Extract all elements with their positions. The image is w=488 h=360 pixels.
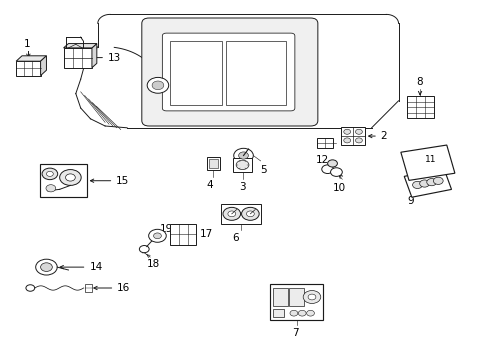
FancyBboxPatch shape (142, 18, 317, 126)
Circle shape (41, 263, 52, 271)
Text: 18: 18 (146, 259, 160, 269)
Circle shape (426, 179, 436, 186)
Text: 9: 9 (407, 196, 413, 206)
Text: 12: 12 (315, 155, 329, 165)
Circle shape (236, 160, 248, 170)
Circle shape (139, 246, 149, 253)
Circle shape (65, 174, 75, 181)
Text: 17: 17 (199, 229, 212, 239)
Circle shape (152, 81, 163, 90)
Bar (406, 96, 433, 118)
Polygon shape (41, 56, 46, 76)
Circle shape (246, 211, 254, 217)
Bar (63, 48, 92, 68)
Circle shape (343, 129, 350, 134)
Circle shape (327, 160, 337, 167)
Circle shape (42, 168, 58, 180)
Polygon shape (92, 44, 97, 68)
Polygon shape (16, 56, 46, 61)
Circle shape (303, 291, 320, 303)
Text: 4: 4 (206, 180, 213, 190)
Circle shape (46, 171, 53, 176)
Circle shape (355, 129, 362, 134)
Text: 16: 16 (117, 283, 130, 293)
Bar (85, 284, 92, 292)
Circle shape (343, 138, 350, 143)
Text: 1: 1 (23, 39, 30, 49)
Bar (270, 284, 323, 320)
Circle shape (148, 229, 166, 242)
Bar (16, 61, 41, 76)
Bar (170, 224, 195, 245)
Text: 13: 13 (107, 53, 121, 63)
Text: 10: 10 (333, 183, 346, 193)
Circle shape (306, 310, 314, 316)
Bar (316, 138, 332, 148)
Text: 8: 8 (416, 77, 423, 87)
Circle shape (233, 148, 253, 163)
Circle shape (355, 138, 362, 143)
Bar (221, 204, 261, 224)
Text: 7: 7 (292, 328, 299, 338)
FancyBboxPatch shape (162, 33, 294, 111)
Polygon shape (400, 145, 454, 180)
Text: 5: 5 (260, 165, 267, 175)
Circle shape (432, 177, 442, 184)
Text: 6: 6 (232, 233, 239, 243)
Text: 3: 3 (239, 182, 245, 192)
Circle shape (238, 152, 248, 159)
Circle shape (46, 185, 56, 192)
Circle shape (321, 165, 333, 174)
Circle shape (26, 285, 35, 291)
Bar (232, 158, 252, 172)
Circle shape (227, 211, 235, 217)
Circle shape (60, 170, 81, 185)
Circle shape (307, 294, 315, 300)
Bar (272, 309, 283, 317)
Bar (207, 157, 219, 170)
Circle shape (289, 310, 297, 316)
Circle shape (330, 168, 342, 176)
Polygon shape (404, 168, 450, 197)
Text: 15: 15 (116, 176, 129, 186)
Bar (170, 41, 221, 105)
Text: 19: 19 (160, 224, 173, 234)
Circle shape (419, 180, 428, 187)
Circle shape (241, 207, 259, 220)
Bar (40, 164, 86, 197)
Bar (288, 288, 303, 306)
Bar (225, 41, 285, 105)
Circle shape (153, 233, 161, 239)
Circle shape (298, 310, 305, 316)
Circle shape (223, 207, 240, 220)
Text: 11: 11 (424, 155, 435, 163)
Bar (272, 288, 287, 306)
Text: 14: 14 (89, 262, 102, 272)
Bar (341, 127, 364, 145)
Bar (209, 159, 217, 168)
Circle shape (36, 259, 57, 275)
Circle shape (147, 77, 168, 93)
Circle shape (412, 181, 422, 189)
Text: 2: 2 (380, 131, 386, 141)
Polygon shape (63, 44, 97, 48)
